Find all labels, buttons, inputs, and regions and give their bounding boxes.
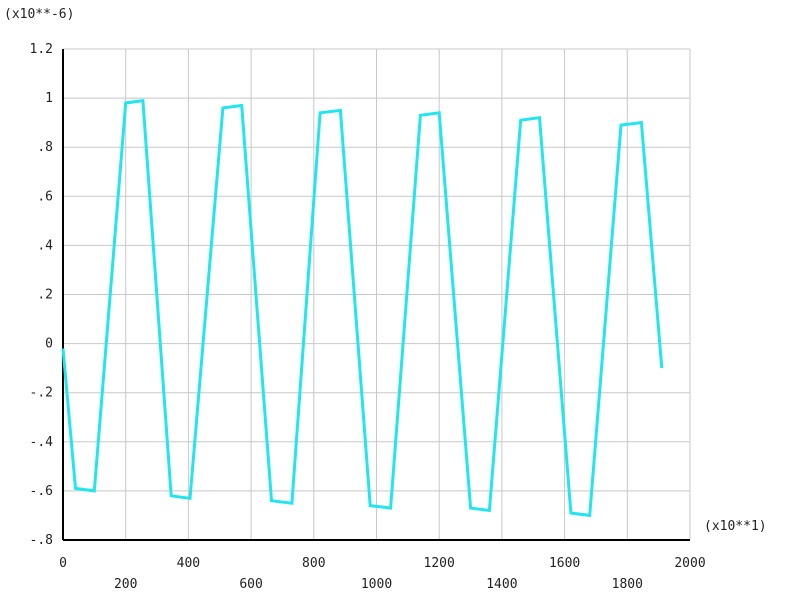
- y-tick-label: -.4: [30, 435, 54, 450]
- x-multiplier-label: (x10**1): [704, 519, 767, 534]
- y-tick-label: .6: [37, 189, 53, 204]
- x-tick-label: 1400: [486, 577, 517, 592]
- x-tick-label: 0: [59, 556, 67, 571]
- y-tick-label: -.6: [30, 484, 53, 499]
- x-tick-label: 2000: [674, 556, 705, 571]
- y-multiplier-label: (x10**-6): [4, 7, 74, 22]
- axes: [62, 49, 690, 541]
- x-tick-label: 200: [114, 577, 137, 592]
- x-tick-label: 1600: [549, 556, 580, 571]
- y-tick-label: .8: [37, 140, 53, 155]
- y-tick-label: 1: [45, 91, 53, 106]
- x-tick-label: 800: [302, 556, 325, 571]
- x-tick-label: 1800: [612, 577, 643, 592]
- series-line: [61, 98, 664, 518]
- series: [61, 98, 664, 518]
- y-tick-label: .2: [37, 288, 53, 303]
- x-tick-label: 600: [239, 577, 262, 592]
- x-tick-label: 1200: [424, 556, 455, 571]
- y-tick-label: -.8: [30, 533, 53, 548]
- y-tick-label: -.2: [30, 386, 53, 401]
- x-tick-label: 1000: [361, 577, 392, 592]
- tick-labels: 1.2 1 .8 .6 .4 .2 0 -.2 -.4 -.6 -.8 0 400 800 1200 1600…: [30, 42, 706, 592]
- y-tick-label: 1.2: [30, 42, 53, 57]
- y-tick-label: .4: [37, 238, 53, 253]
- y-tick-label: 0: [45, 337, 53, 352]
- x-tick-label: 400: [177, 556, 200, 571]
